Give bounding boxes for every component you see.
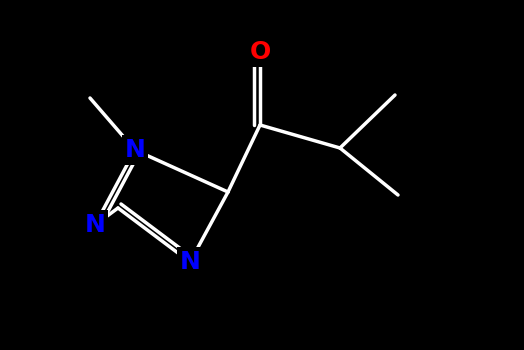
Text: N: N — [84, 213, 105, 237]
Text: N: N — [180, 250, 201, 274]
Text: N: N — [125, 138, 146, 162]
Text: O: O — [249, 40, 270, 64]
